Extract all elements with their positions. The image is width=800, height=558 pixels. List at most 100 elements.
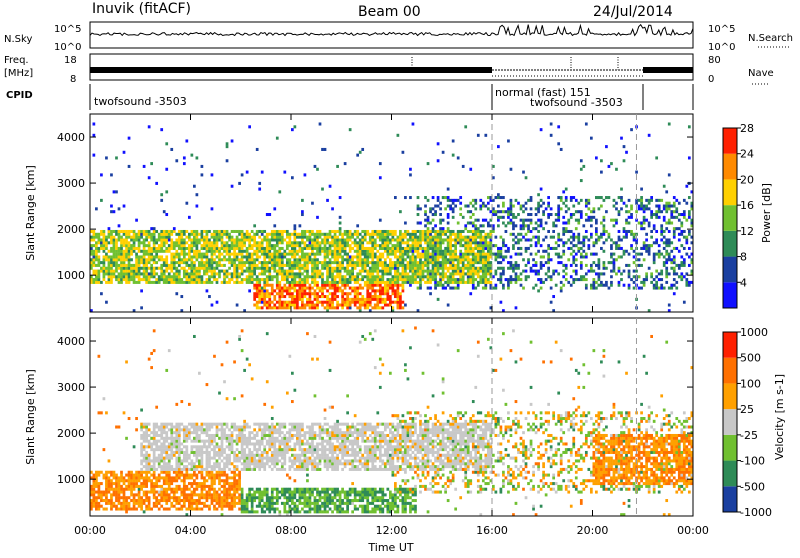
power-cell	[472, 213, 475, 216]
power-cell	[399, 284, 402, 287]
power-cell	[361, 253, 364, 256]
power-cell	[376, 244, 379, 247]
power-cell	[397, 281, 400, 284]
freq-band	[90, 67, 492, 73]
power-cell	[218, 255, 221, 258]
power-cell	[447, 258, 450, 261]
power-cell	[412, 261, 415, 264]
power-cell	[110, 275, 113, 278]
velocity-cell	[178, 423, 181, 426]
power-cell	[447, 270, 450, 273]
power-cell	[291, 250, 294, 253]
power-cell	[341, 238, 344, 241]
power-cell	[216, 261, 219, 264]
power-cell	[286, 306, 289, 309]
power-cell	[334, 289, 337, 292]
power-cell	[304, 278, 307, 281]
power-cell	[570, 199, 573, 202]
power-cell	[397, 301, 400, 304]
power-cell	[364, 233, 367, 236]
power-cell	[434, 284, 437, 287]
power-cell	[663, 236, 666, 239]
power-cell	[477, 244, 480, 247]
power-cell	[145, 230, 148, 233]
power-cell	[394, 292, 397, 295]
power-cell	[314, 278, 317, 281]
power-cell	[258, 292, 261, 295]
power-cell	[640, 221, 643, 224]
power-cell	[138, 230, 141, 233]
power-cell	[374, 270, 377, 273]
power-cell	[598, 261, 601, 264]
power-cell	[294, 284, 297, 287]
power-cell	[427, 275, 430, 278]
power-cell	[281, 247, 284, 250]
velocity-cell	[163, 442, 166, 445]
power-cell	[565, 272, 568, 275]
power-cell	[103, 258, 106, 261]
power-cell	[316, 275, 319, 278]
power-cell	[397, 278, 400, 281]
power-cell	[216, 238, 219, 241]
power-cell	[477, 255, 480, 258]
power-cell	[517, 267, 520, 270]
power-cell	[550, 247, 553, 250]
power-cell	[562, 227, 565, 230]
power-cell	[160, 199, 163, 202]
power-cell	[138, 233, 141, 236]
power-cell	[660, 284, 663, 287]
power-cell	[638, 221, 641, 224]
power-cell	[489, 250, 492, 253]
power-cell	[231, 261, 234, 264]
power-cell	[557, 236, 560, 239]
power-cell	[680, 213, 683, 216]
power-cell	[123, 250, 126, 253]
velocity-cell	[183, 502, 186, 505]
power-cell	[366, 261, 369, 264]
power-cell	[356, 253, 359, 256]
power-cell	[228, 233, 231, 236]
power-cell	[359, 233, 362, 236]
power-cell	[369, 267, 372, 270]
velocity-cell	[191, 496, 194, 499]
power-cell	[366, 247, 369, 250]
power-cell	[178, 236, 181, 239]
power-cell	[206, 270, 209, 273]
power-cell	[464, 258, 467, 261]
power-cell	[258, 281, 261, 284]
velocity-cell	[115, 425, 118, 428]
power-cell	[266, 238, 269, 241]
velocity-cell	[133, 479, 136, 482]
velocity-cell	[118, 485, 121, 488]
power-cell	[389, 258, 392, 261]
power-cell	[479, 244, 482, 247]
power-cell	[203, 255, 206, 258]
power-cell	[133, 230, 136, 233]
power-cell	[507, 139, 510, 142]
power-cell	[510, 199, 513, 202]
power-cell	[565, 264, 568, 267]
power-cell	[191, 258, 194, 261]
power-cell	[105, 236, 108, 239]
velocity-cell	[185, 440, 188, 443]
power-cell	[160, 255, 163, 258]
power-cell	[248, 289, 251, 292]
power-cell	[389, 267, 392, 270]
power-cell	[447, 196, 450, 199]
power-cell	[477, 281, 480, 284]
power-cell	[532, 227, 535, 230]
power-cell	[404, 196, 407, 199]
power-cell	[98, 238, 101, 241]
velocity-cell	[183, 485, 186, 488]
power-cell	[432, 238, 435, 241]
power-cell	[668, 238, 671, 241]
power-cell	[371, 261, 374, 264]
power-cell	[296, 301, 299, 304]
power-cell	[130, 275, 133, 278]
power-cell	[630, 244, 633, 247]
power-cell	[424, 230, 427, 233]
power-cell	[532, 287, 535, 290]
power-cell	[321, 301, 324, 304]
velocity-cell	[155, 434, 158, 437]
velocity-cell	[143, 459, 146, 462]
